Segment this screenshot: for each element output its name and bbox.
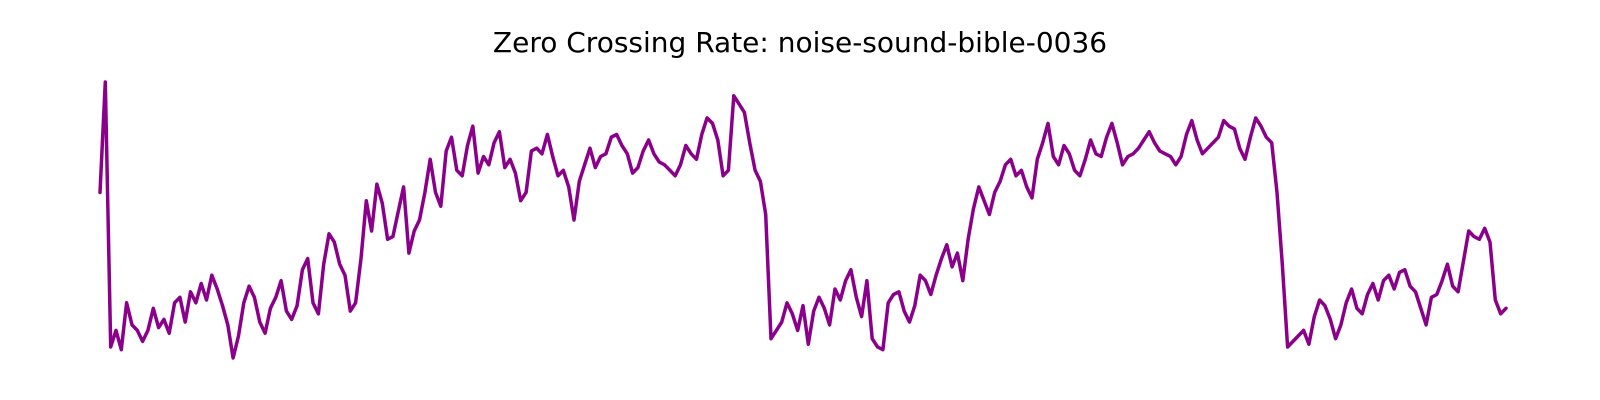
chart-title: Zero Crossing Rate: noise-sound-bible-00…: [493, 26, 1107, 59]
plot-area: [98, 80, 1508, 360]
zcr-series-line: [98, 80, 1508, 360]
